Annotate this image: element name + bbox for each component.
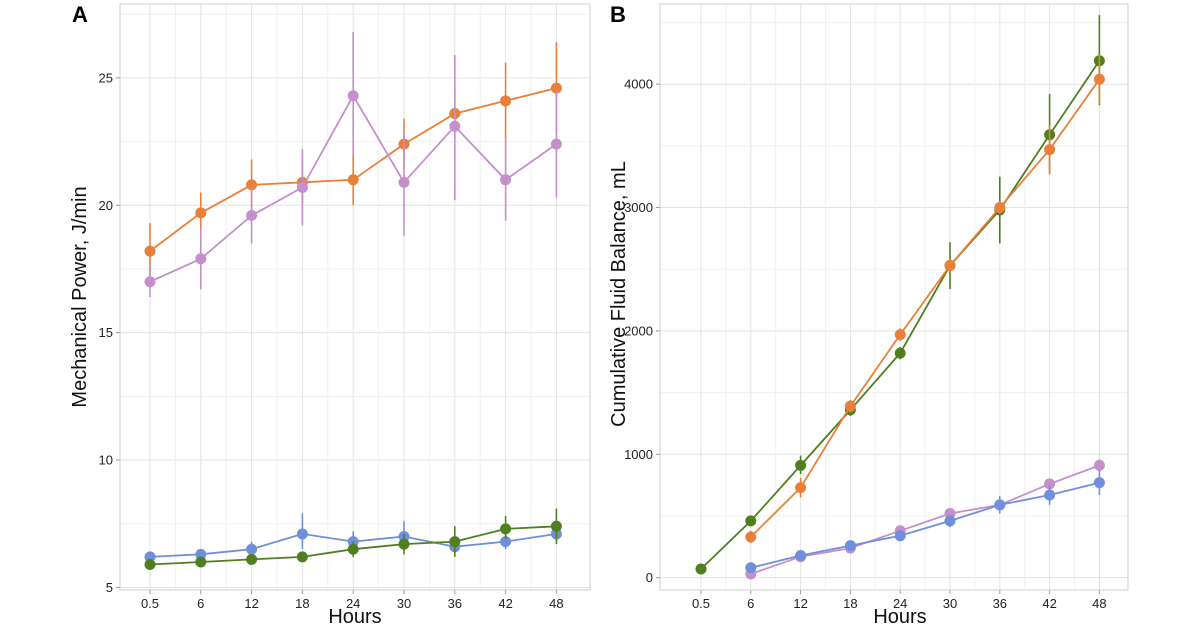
panel-label: B	[610, 2, 626, 27]
data-point	[745, 515, 757, 527]
panel-border	[659, 3, 1129, 591]
x-tick-label: 36	[448, 596, 462, 611]
data-point	[144, 559, 156, 571]
data-point	[894, 347, 906, 359]
data-point	[500, 536, 512, 548]
data-point	[246, 179, 258, 191]
data-point	[795, 549, 807, 561]
data-point	[844, 400, 856, 412]
data-point	[1044, 489, 1056, 501]
x-tick-label: 24	[346, 596, 360, 611]
y-tick-label: 5	[106, 580, 113, 595]
data-point	[550, 520, 562, 532]
series-green	[144, 508, 562, 571]
data-point	[296, 181, 308, 193]
data-point	[449, 120, 461, 132]
x-tick-label: 0.5	[141, 596, 159, 611]
data-point	[296, 528, 308, 540]
data-point	[844, 540, 856, 552]
data-point	[550, 138, 562, 150]
x-tick-label: 36	[993, 596, 1007, 611]
data-point	[1093, 459, 1105, 471]
data-point	[246, 543, 258, 555]
data-point	[398, 176, 410, 188]
series-line	[750, 481, 1100, 569]
y-axis-title: Cumulative Fluid Balance, mL	[608, 161, 630, 427]
y-axis-title: Mechanical Power, J/min	[69, 186, 91, 407]
data-point	[500, 95, 512, 107]
x-tick-label: 0.5	[692, 596, 710, 611]
series-orange	[745, 54, 1105, 544]
data-point	[195, 548, 207, 560]
data-point	[195, 207, 207, 219]
data-point	[449, 536, 461, 548]
data-point	[695, 563, 707, 575]
data-point	[144, 276, 156, 288]
x-tick-label: 12	[793, 596, 807, 611]
y-tick-label: 1000	[624, 447, 653, 462]
data-point	[994, 202, 1006, 214]
data-point	[1044, 144, 1056, 156]
data-point	[347, 90, 359, 102]
series-purple	[144, 32, 562, 297]
x-tick-label: 18	[843, 596, 857, 611]
x-tick-label: 42	[498, 596, 512, 611]
panel-label: A	[72, 2, 88, 27]
series-line	[750, 464, 1100, 575]
data-point	[745, 531, 757, 543]
x-tick-label: 6	[747, 596, 754, 611]
data-point	[398, 538, 410, 550]
x-axis-title: Hours	[873, 606, 926, 628]
data-point	[944, 260, 956, 272]
data-point	[246, 553, 258, 565]
data-point	[894, 530, 906, 542]
x-tick-label: 30	[397, 596, 411, 611]
x-tick-label: 30	[943, 596, 957, 611]
data-point	[347, 174, 359, 186]
data-point	[500, 523, 512, 535]
data-point	[195, 556, 207, 568]
y-tick-label: 3000	[624, 200, 653, 215]
panel-a: 5 10 15 20 25 0.5 6 12 18 24 30 36 42 48 A Mechanical P…	[69, 2, 591, 628]
panel-border	[119, 3, 591, 591]
y-tick-label: 25	[99, 70, 113, 85]
data-point	[994, 499, 1006, 511]
y-tick-label: 0	[646, 570, 653, 585]
y-tick-label: 20	[99, 198, 113, 213]
x-tick-label: 12	[244, 596, 258, 611]
data-point	[1093, 73, 1105, 85]
x-axis-title: Hours	[328, 606, 381, 628]
y-tick-label: 2000	[624, 323, 653, 338]
x-tick-label: 48	[549, 596, 563, 611]
x-tick-label: 18	[295, 596, 309, 611]
x-tick-label: 6	[197, 596, 204, 611]
x-tick-label: 24	[893, 596, 907, 611]
y-tick-label: 4000	[624, 77, 653, 92]
panel-b: 0 1000 2000 3000 4000 0.5 6 12 18 24 30 36 42 48 B Cumu…	[608, 2, 1129, 628]
data-point	[894, 329, 906, 341]
data-point	[550, 82, 562, 94]
data-point	[246, 209, 258, 221]
data-point	[944, 515, 956, 527]
data-point	[795, 482, 807, 494]
y-tick-label: 15	[99, 325, 113, 340]
data-point	[195, 253, 207, 265]
x-tick-label: 48	[1092, 596, 1106, 611]
data-point	[795, 459, 807, 471]
data-point	[347, 543, 359, 555]
data-point	[745, 562, 757, 574]
data-point	[500, 174, 512, 186]
data-point	[296, 551, 308, 563]
data-point	[144, 245, 156, 257]
data-point	[1044, 478, 1056, 490]
series-line	[750, 78, 1101, 538]
data-point	[144, 551, 156, 563]
series-blue	[745, 470, 1105, 574]
data-point	[1093, 477, 1105, 489]
y-tick-label: 10	[99, 453, 113, 468]
x-tick-label: 42	[1042, 596, 1056, 611]
